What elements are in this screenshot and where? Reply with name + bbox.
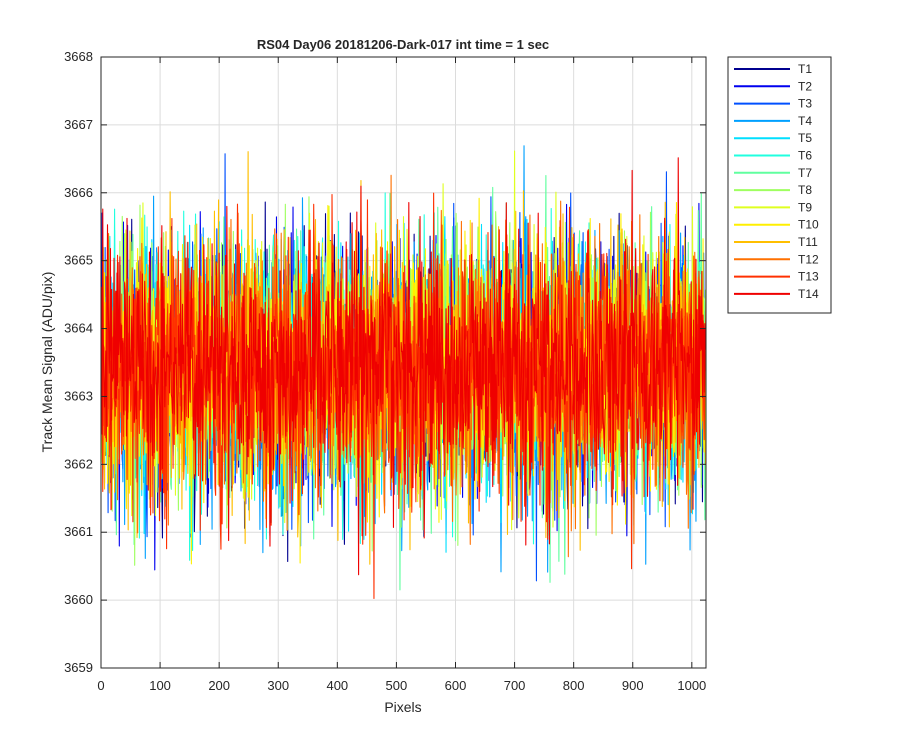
legend-label-t14: T14: [798, 287, 819, 301]
x-tick-label: 700: [504, 678, 526, 693]
x-tick-label: 100: [149, 678, 171, 693]
legend-label-t4: T4: [798, 114, 812, 128]
legend-label-t1: T1: [798, 62, 812, 76]
y-tick-label: 3664: [64, 321, 93, 336]
legend-label-t6: T6: [798, 149, 812, 163]
x-tick-label: 900: [622, 678, 644, 693]
chart-title: RS04 Day06 20181206-Dark-017 int time = …: [257, 37, 549, 52]
y-tick-label: 3666: [64, 185, 93, 200]
y-tick-label: 3668: [64, 49, 93, 64]
y-tick-label: 3663: [64, 388, 93, 403]
legend-label-t10: T10: [798, 218, 819, 232]
legend-box: [727, 56, 832, 314]
legend-label-t3: T3: [798, 97, 812, 111]
series-layer: [101, 145, 706, 599]
y-tick-label: 3660: [64, 592, 93, 607]
legend-label-t8: T8: [798, 183, 812, 197]
legend-label-t13: T13: [798, 270, 819, 284]
x-tick-label: 400: [326, 678, 348, 693]
legend-label-t12: T12: [798, 252, 819, 266]
x-tick-label: 1000: [677, 678, 706, 693]
x-tick-label: 300: [267, 678, 289, 693]
legend-label-t5: T5: [798, 131, 812, 145]
y-tick-label: 3661: [64, 524, 93, 539]
legend-label-t9: T9: [798, 200, 812, 214]
legend-label-t7: T7: [798, 166, 812, 180]
y-axis-label: Track Mean Signal (ADU/pix): [39, 272, 55, 453]
legend: T1 T2 T3 T4 T5 T6 T7 T8 T9 T10 T11 T12 T13 T14: [727, 56, 832, 314]
legend-label-t11: T11: [798, 235, 818, 249]
plot-frame: [100, 56, 707, 669]
x-tick-label: 500: [386, 678, 408, 693]
x-tick-label: 0: [97, 678, 104, 693]
y-tick-label: 3662: [64, 456, 93, 471]
x-axis-label: Pixels: [384, 699, 421, 715]
y-tick-label: 3665: [64, 253, 93, 268]
x-tick-label: 800: [563, 678, 585, 693]
x-tick-label: 600: [445, 678, 467, 693]
x-tick-label: 200: [208, 678, 230, 693]
y-tick-label: 3667: [64, 117, 93, 132]
series-line-t14: [101, 157, 706, 576]
y-axis-ticks: 3659 3660 3661 3662 3663 3664 3665 3666 3667 3668: [64, 49, 706, 675]
y-tick-label: 3659: [64, 660, 93, 675]
x-axis-ticks: 0 100 200 300 400 500 600 700 800 900 1000: [97, 57, 706, 693]
legend-label-t2: T2: [798, 79, 812, 93]
